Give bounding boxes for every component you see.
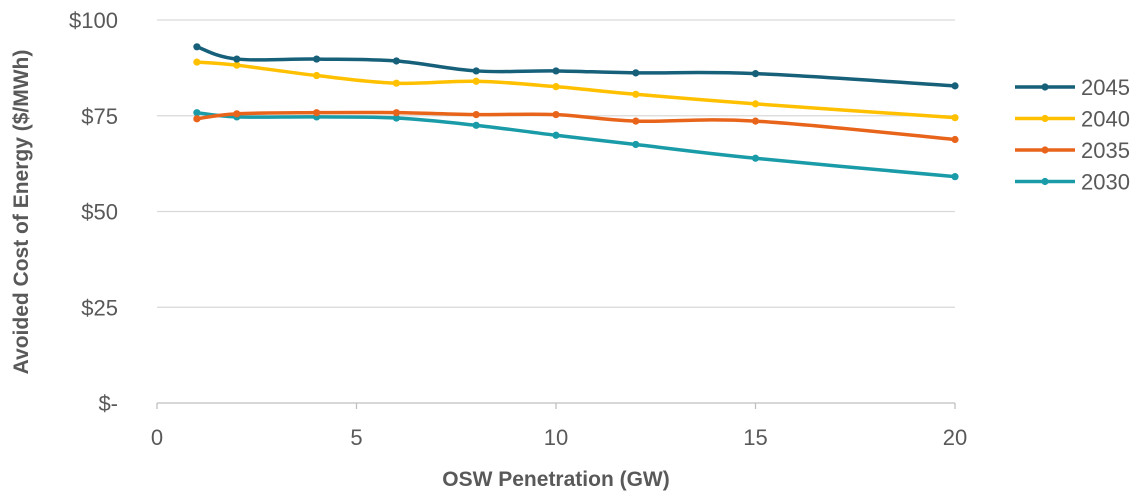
data-point-2040 [472, 77, 480, 85]
axes: $- $25 $50 $75 $100 0 5 10 15 20 [69, 8, 967, 450]
series-2030 [193, 109, 959, 181]
legend-item-2040: 2040 [1015, 107, 1130, 132]
legend-marker [1041, 177, 1049, 186]
legend-item-2030: 2030 [1015, 170, 1130, 195]
series-line-2030 [196, 110, 956, 179]
series-2040 [193, 58, 959, 122]
legend-marker [1041, 114, 1049, 123]
data-point-2035 [233, 110, 241, 118]
data-point-2045 [552, 67, 560, 75]
data-point-2035 [632, 117, 640, 125]
data-point-2035 [552, 111, 560, 119]
data-point-2035 [951, 135, 959, 144]
data-point-2045 [193, 43, 201, 51]
data-point-2030 [552, 131, 560, 139]
legend-marker [1041, 146, 1049, 154]
y-tick-label: $- [98, 391, 118, 416]
legend-label: 2030 [1081, 170, 1130, 195]
legend-marker [1041, 83, 1049, 91]
data-point-2040 [951, 114, 959, 122]
data-point-2035 [193, 115, 201, 123]
y-tick-label: $50 [81, 200, 118, 225]
data-point-2030 [472, 121, 480, 129]
series-2035 [193, 109, 959, 144]
data-point-2040 [313, 71, 321, 80]
data-point-2045 [951, 82, 959, 90]
gridlines [157, 19, 955, 308]
data-point-2040 [392, 79, 400, 87]
legend-label: 2040 [1081, 107, 1130, 132]
data-point-2035 [313, 109, 321, 117]
x-tick-label: 5 [350, 425, 362, 450]
y-tick-label: $25 [81, 295, 118, 320]
data-point-2040 [632, 90, 640, 98]
data-point-2045 [472, 67, 480, 75]
x-tick-label: 15 [743, 425, 767, 450]
data-point-2040 [193, 58, 201, 66]
data-point-2030 [392, 114, 400, 122]
data-point-2030 [951, 173, 959, 181]
data-point-2030 [751, 154, 760, 162]
data-point-2040 [751, 100, 760, 108]
data-point-2045 [233, 55, 241, 63]
data-point-2035 [751, 117, 760, 125]
data-point-2045 [751, 70, 760, 78]
y-tick-label: $100 [69, 8, 118, 33]
x-axis-title: OSW Penetration (GW) [442, 468, 670, 491]
data-point-2045 [632, 69, 640, 77]
legend-label: 2035 [1081, 138, 1130, 163]
x-tick-label: 0 [151, 425, 163, 450]
legend-item-2035: 2035 [1015, 138, 1130, 163]
data-point-2045 [392, 57, 400, 65]
data-point-2045 [313, 55, 321, 63]
y-tick-label: $75 [81, 104, 118, 129]
legend-label: 2045 [1081, 75, 1130, 100]
series-lines [193, 43, 959, 181]
series-line-2045 [196, 45, 956, 88]
x-tick-label: 10 [544, 425, 568, 450]
data-point-2035 [392, 109, 400, 117]
data-point-2040 [233, 61, 241, 69]
series-2045 [193, 43, 959, 90]
legend-item-2045: 2045 [1015, 75, 1130, 100]
x-tick-label: 20 [943, 425, 967, 450]
data-point-2030 [193, 109, 201, 117]
data-point-2035 [472, 111, 480, 119]
y-axis-title: Avoided Cost of Energy ($/MWh) [10, 50, 33, 375]
data-point-2030 [632, 140, 640, 149]
legend: 2045 2040 2035 2030 [1015, 75, 1130, 195]
data-point-2040 [552, 83, 560, 91]
